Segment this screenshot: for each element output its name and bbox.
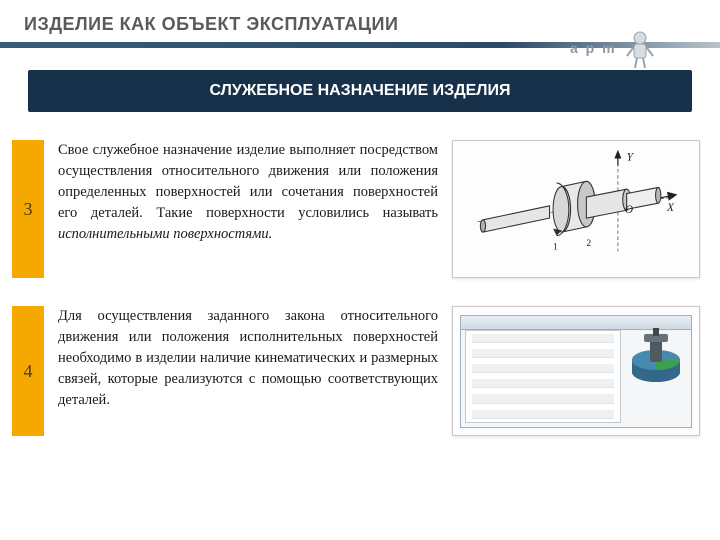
row-number-badge: 3 [12, 140, 44, 278]
rotation-label-1: 1 [553, 241, 558, 252]
row-number-badge: 4 [12, 306, 44, 436]
axis-y-label: Y [627, 151, 635, 163]
page-title: ИЗДЕЛИЕ КАК ОБЪЕКТ ЭКСПЛУАТАЦИИ [24, 14, 398, 35]
robot-icon [623, 28, 657, 68]
axis-origin-label: O [625, 204, 633, 216]
row-text: Свое служебное назначение изделие выполн… [58, 140, 438, 278]
axis-x-label: X [666, 202, 675, 214]
cad-form-row [472, 379, 613, 388]
header: ИЗДЕЛИЕ КАК ОБЪЕКТ ЭКСПЛУАТАЦИИ a p m [0, 0, 720, 48]
logo: a p m [570, 28, 720, 68]
cad-form-row [472, 394, 613, 403]
cad-form-panel [465, 330, 620, 423]
rotation-label-2: 2 [587, 238, 592, 249]
cad-form-row [472, 410, 613, 419]
row-text-plain: Для осуществления заданного закона относ… [58, 308, 438, 408]
content-row: 4 Для осуществления заданного закона отн… [12, 306, 700, 436]
row-text-emph: исполнительными поверхностями. [58, 226, 272, 242]
logo-text: a p m [570, 40, 617, 56]
row-figure-cad [452, 306, 700, 436]
cad-form-row [472, 364, 613, 373]
section-banner: СЛУЖЕБНОЕ НАЗНАЧЕНИЕ ИЗДЕЛИЯ [28, 70, 692, 112]
valve-3d-icon [625, 326, 687, 388]
cad-form-row [472, 349, 613, 358]
shaft-diagram-svg: Y X 1 [459, 148, 693, 271]
row-text-plain: Свое служебное назначение изделие выполн… [58, 142, 438, 221]
row-text: Для осуществления заданного закона относ… [58, 306, 438, 436]
cad-form-row [472, 334, 613, 343]
cad-window [460, 315, 691, 428]
content-row: 3 Свое служебное назначение изделие выпо… [12, 140, 700, 278]
row-figure-shaft: Y X 1 [452, 140, 700, 278]
